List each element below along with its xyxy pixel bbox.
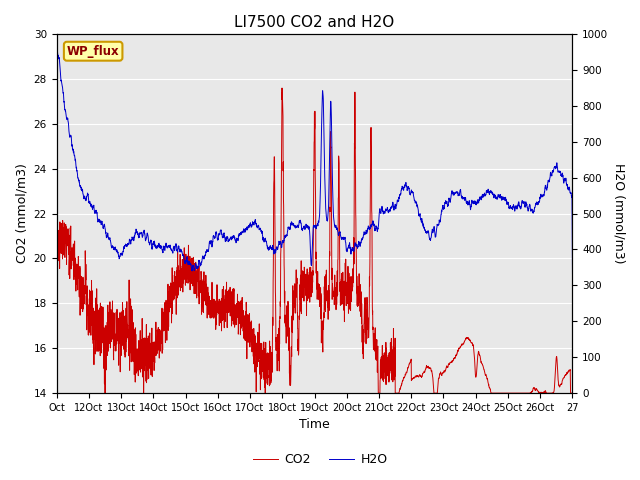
H2O: [53, 46, 61, 51]
CO2: [490, 390, 498, 396]
CO2: [459, 341, 467, 347]
H2O: [490, 193, 498, 199]
H2O: [159, 248, 166, 253]
CO2: [101, 390, 109, 396]
CO2: [426, 365, 434, 371]
H2O: [569, 273, 577, 278]
CO2: [381, 350, 388, 356]
H2O: [52, 216, 60, 222]
Legend: CO2, H2O: CO2, H2O: [248, 448, 392, 471]
Y-axis label: CO2 (mmol/m3): CO2 (mmol/m3): [15, 164, 28, 264]
CO2: [278, 85, 286, 91]
CO2: [563, 371, 571, 377]
Line: CO2: CO2: [56, 88, 573, 393]
H2O: [426, 236, 434, 241]
H2O: [381, 210, 388, 216]
CO2: [52, 224, 60, 229]
Line: H2O: H2O: [56, 48, 573, 276]
Y-axis label: H2O (mmol/m3): H2O (mmol/m3): [612, 163, 625, 264]
X-axis label: Time: Time: [299, 419, 330, 432]
H2O: [459, 195, 467, 201]
Title: LI7500 CO2 and H2O: LI7500 CO2 and H2O: [234, 15, 395, 30]
CO2: [569, 390, 577, 396]
Text: WP_flux: WP_flux: [67, 45, 120, 58]
H2O: [563, 181, 571, 187]
CO2: [159, 323, 166, 328]
